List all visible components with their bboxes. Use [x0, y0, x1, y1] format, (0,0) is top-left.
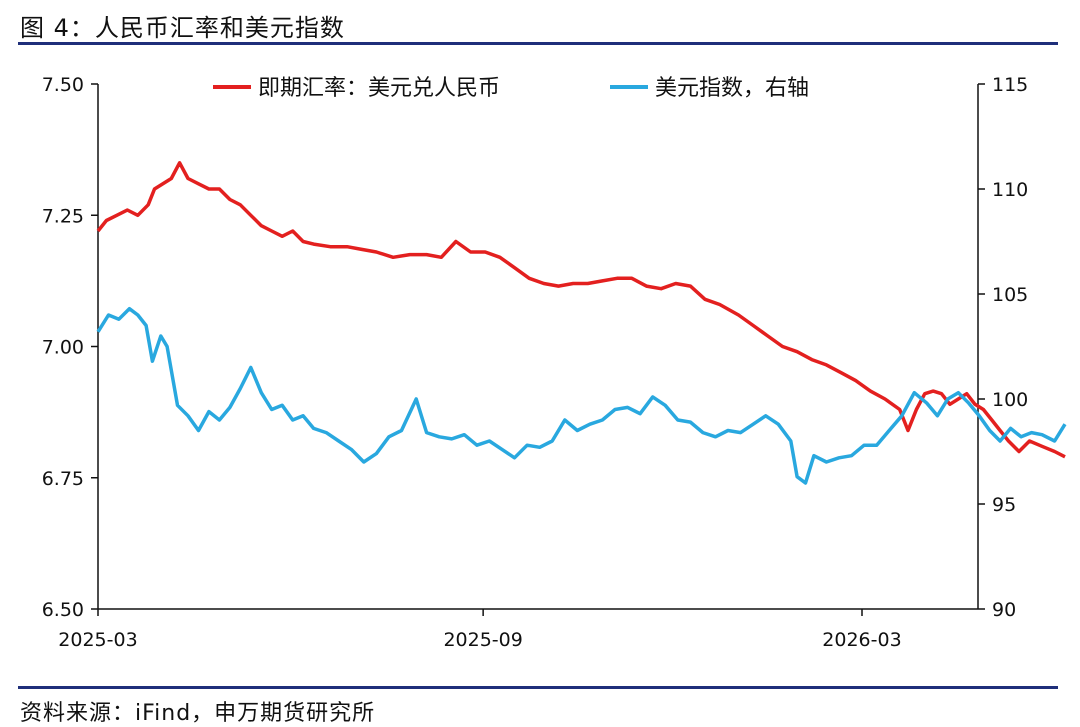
- right-tick-label: 95: [992, 494, 1016, 516]
- source-rule: [18, 686, 1058, 689]
- right-tick-label: 105: [992, 284, 1028, 306]
- source-note: 资料来源：iFind，申万期货研究所: [20, 701, 376, 726]
- left-tick-label: 6.75: [42, 468, 84, 490]
- x-tick-label: 2025-09: [443, 629, 522, 651]
- left-tick-label: 7.00: [42, 337, 84, 359]
- left-tick-label: 7.50: [42, 74, 84, 96]
- left-tick-label: 7.25: [42, 205, 84, 227]
- legend-label: 即期汇率：美元兑人民币: [258, 76, 500, 101]
- legend-label: 美元指数，右轴: [655, 76, 809, 101]
- chart-title: 图 4：人民币汇率和美元指数: [20, 14, 345, 42]
- right-tick-label: 90: [992, 599, 1016, 621]
- right-tick-label: 110: [992, 179, 1028, 201]
- right-tick-label: 115: [992, 74, 1028, 96]
- x-tick-label: 2026-03: [822, 629, 901, 651]
- x-tick-label: 2025-03: [58, 629, 137, 651]
- series-line-usdcny: [96, 161, 1066, 459]
- right-tick-label: 100: [992, 389, 1028, 411]
- left-tick-label: 6.50: [42, 599, 84, 621]
- title-rule: [18, 42, 1058, 45]
- series-line-dxy: [96, 306, 1067, 485]
